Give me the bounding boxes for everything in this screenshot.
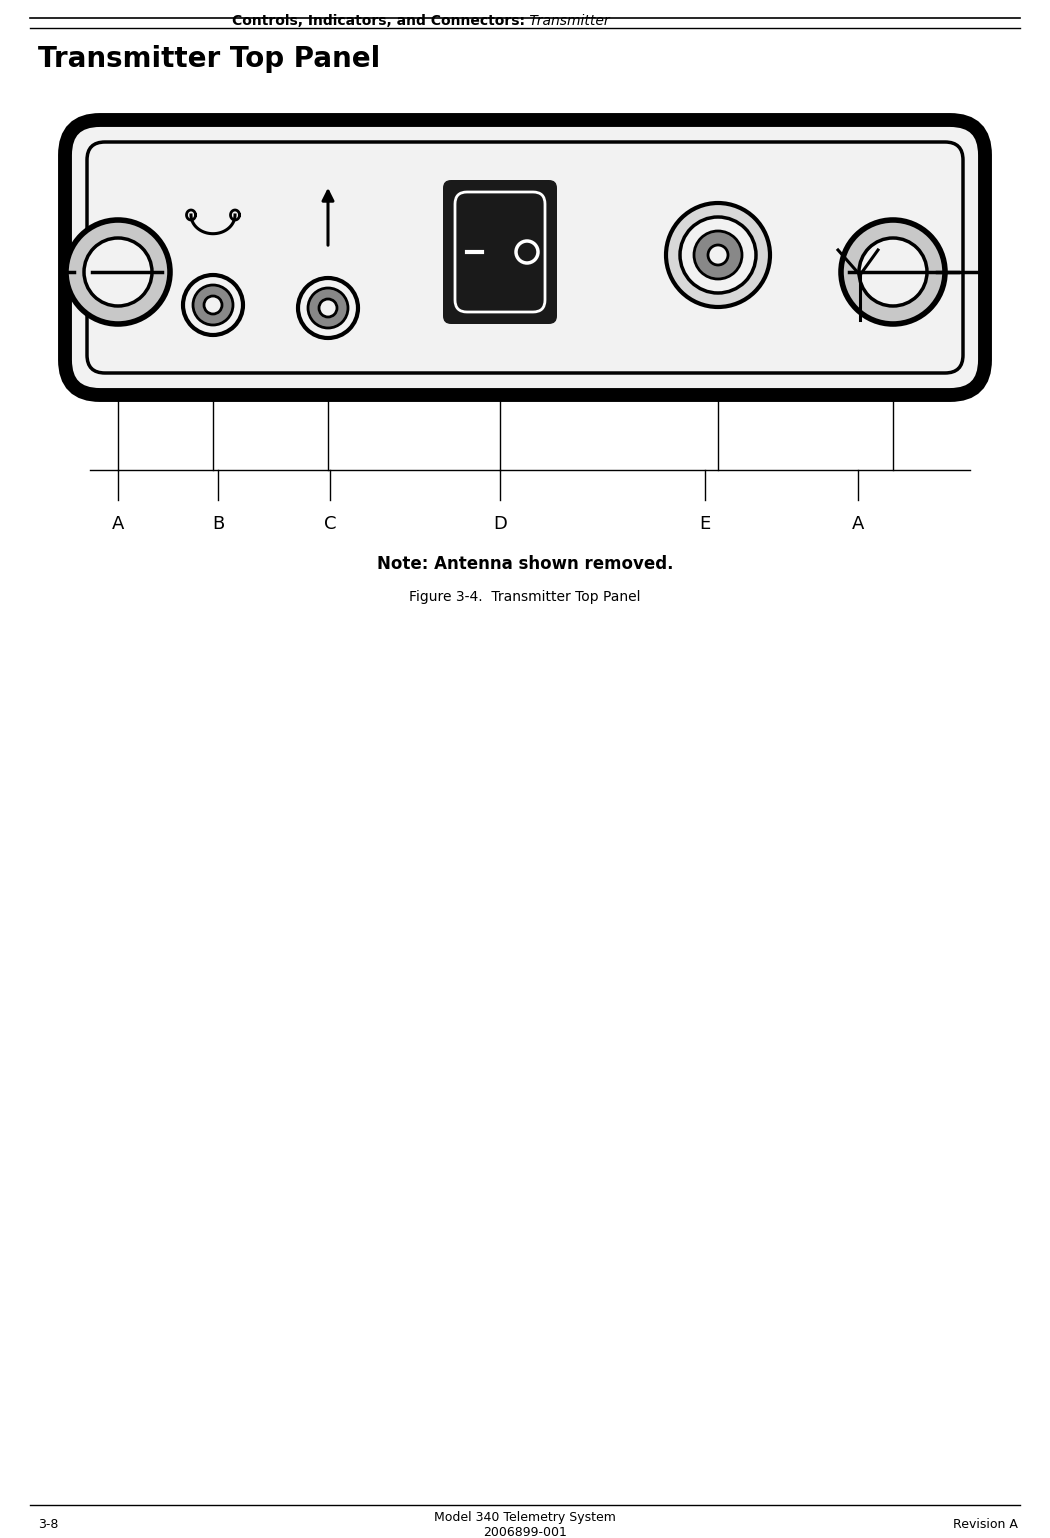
Text: 2006899-001: 2006899-001: [483, 1527, 567, 1538]
Text: Model 340 Telemetry System: Model 340 Telemetry System: [434, 1510, 616, 1524]
FancyBboxPatch shape: [455, 192, 545, 312]
Circle shape: [680, 217, 756, 294]
Circle shape: [694, 231, 742, 278]
Text: Note: Antenna shown removed.: Note: Antenna shown removed.: [377, 555, 673, 574]
Text: Transmitter Top Panel: Transmitter Top Panel: [38, 45, 380, 72]
Circle shape: [204, 295, 222, 314]
Text: Controls, Indicators, and Connectors:: Controls, Indicators, and Connectors:: [232, 14, 525, 28]
Text: Transmitter: Transmitter: [525, 14, 610, 28]
Text: A: A: [111, 515, 124, 534]
Circle shape: [841, 220, 945, 325]
Circle shape: [859, 238, 927, 306]
FancyBboxPatch shape: [87, 141, 963, 374]
Text: 3-8: 3-8: [38, 1518, 59, 1532]
Circle shape: [193, 285, 233, 325]
Circle shape: [66, 220, 170, 325]
Circle shape: [183, 275, 243, 335]
Text: E: E: [699, 515, 711, 534]
Text: D: D: [494, 515, 507, 534]
Circle shape: [308, 288, 348, 328]
Text: Revision A: Revision A: [953, 1518, 1018, 1532]
Text: Figure 3-4.  Transmitter Top Panel: Figure 3-4. Transmitter Top Panel: [410, 591, 640, 604]
Circle shape: [84, 238, 152, 306]
FancyBboxPatch shape: [443, 180, 556, 325]
Circle shape: [319, 298, 337, 317]
Circle shape: [516, 241, 538, 263]
Circle shape: [298, 278, 358, 338]
Text: B: B: [212, 515, 224, 534]
Circle shape: [708, 245, 728, 265]
FancyBboxPatch shape: [65, 120, 985, 395]
Text: A: A: [852, 515, 864, 534]
Text: C: C: [323, 515, 336, 534]
Circle shape: [666, 203, 770, 308]
